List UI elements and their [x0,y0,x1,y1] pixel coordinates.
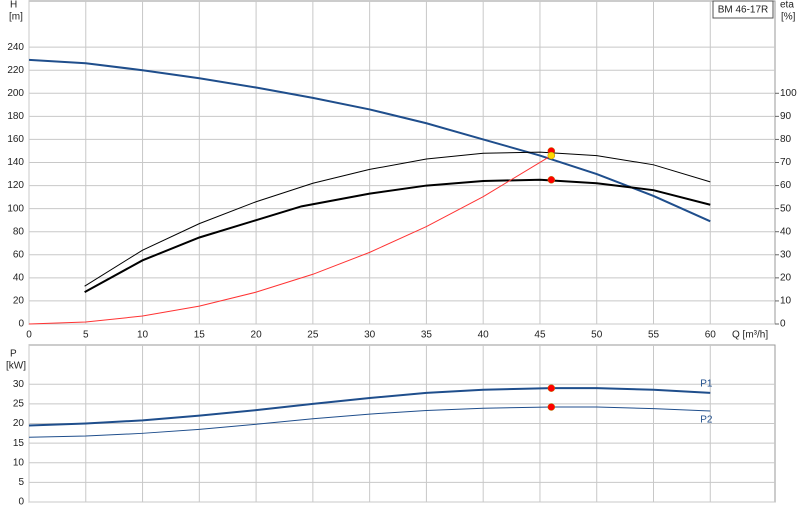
y2-tick-label: 40 [780,226,792,237]
y-tick-label: 200 [7,88,24,99]
y-unit: [m] [9,12,23,23]
y-tick-label: 25 [13,399,25,410]
y2-unit: [%] [781,12,796,23]
y2-tick-label: 50 [780,203,792,214]
x-tick-label: 60 [705,330,717,341]
x-tick-label: 50 [591,330,603,341]
y-tick-label: 60 [13,249,25,260]
x-tick-label: 45 [534,330,546,341]
y-tick-label: 80 [13,226,25,237]
panel: 0 5 10 15 20 25 30 35 40 45 50 55 600204060801001201… [7,0,797,341]
series-line [28,406,711,438]
y-tick-label: 140 [7,157,24,168]
x-tick-label: 15 [194,330,206,341]
y-tick-label: 30 [13,379,25,390]
x-tick-label: 10 [137,330,149,341]
x-tick-label: 0 [26,330,32,341]
series-line [28,387,711,427]
y-tick-label: 180 [7,111,24,122]
series-line [28,155,552,325]
y-tick-label: 20 [13,418,25,429]
y2-tick-label: 80 [780,134,792,145]
x-label: Q [m³/h] [732,330,768,341]
y-tick-label: 40 [13,272,25,283]
x-tick-label: 25 [307,330,319,341]
duty-point [547,151,556,160]
y-unit: [kW] [6,361,26,372]
y-tick-label: 240 [7,42,24,53]
x-tick-label: 40 [478,330,490,341]
x-tick-label: 30 [364,330,376,341]
y-tick-label: 0 [18,319,24,330]
panel: 0 5 10 15 20 25 30 P1 P2 [13,344,776,508]
y2-tick-label: 0 [780,319,786,330]
y-label: H [10,0,17,11]
y2-tick-label: 20 [780,272,792,283]
y2-tick-label: 30 [780,249,792,260]
y2-tick-label: 100 [780,88,797,99]
y-tick-label: 10 [13,457,25,468]
y-label: P [10,349,17,360]
y2-tick-label: 70 [780,157,792,168]
y-tick-label: 15 [13,438,25,449]
duty-point [547,384,556,392]
series-line [84,151,711,287]
y-tick-label: 5 [18,477,24,488]
series-line [84,178,711,294]
chart-title: BM 46-17R [718,5,769,16]
y-tick-label: 0 [18,497,24,508]
x-tick-label: 55 [648,330,660,341]
title-box [712,0,774,19]
duty-point [547,403,556,411]
y2-label: eta [780,0,794,11]
y2-tick-label: 90 [780,111,792,122]
y-tick-label: 160 [7,134,24,145]
series-label: P2 [700,415,713,426]
y-tick-label: 220 [7,65,24,76]
duty-point [547,176,556,184]
y2-tick-label: 60 [780,180,792,191]
series-line [28,58,711,223]
y-tick-label: 20 [13,296,25,307]
x-tick-label: 20 [251,330,263,341]
x-tick-label: 5 [83,330,89,341]
y-tick-label: 100 [7,203,24,214]
y-tick-label: 120 [7,180,24,191]
series-label: P1 [700,379,713,390]
x-tick-label: 35 [421,330,433,341]
y2-tick-label: 10 [780,296,792,307]
